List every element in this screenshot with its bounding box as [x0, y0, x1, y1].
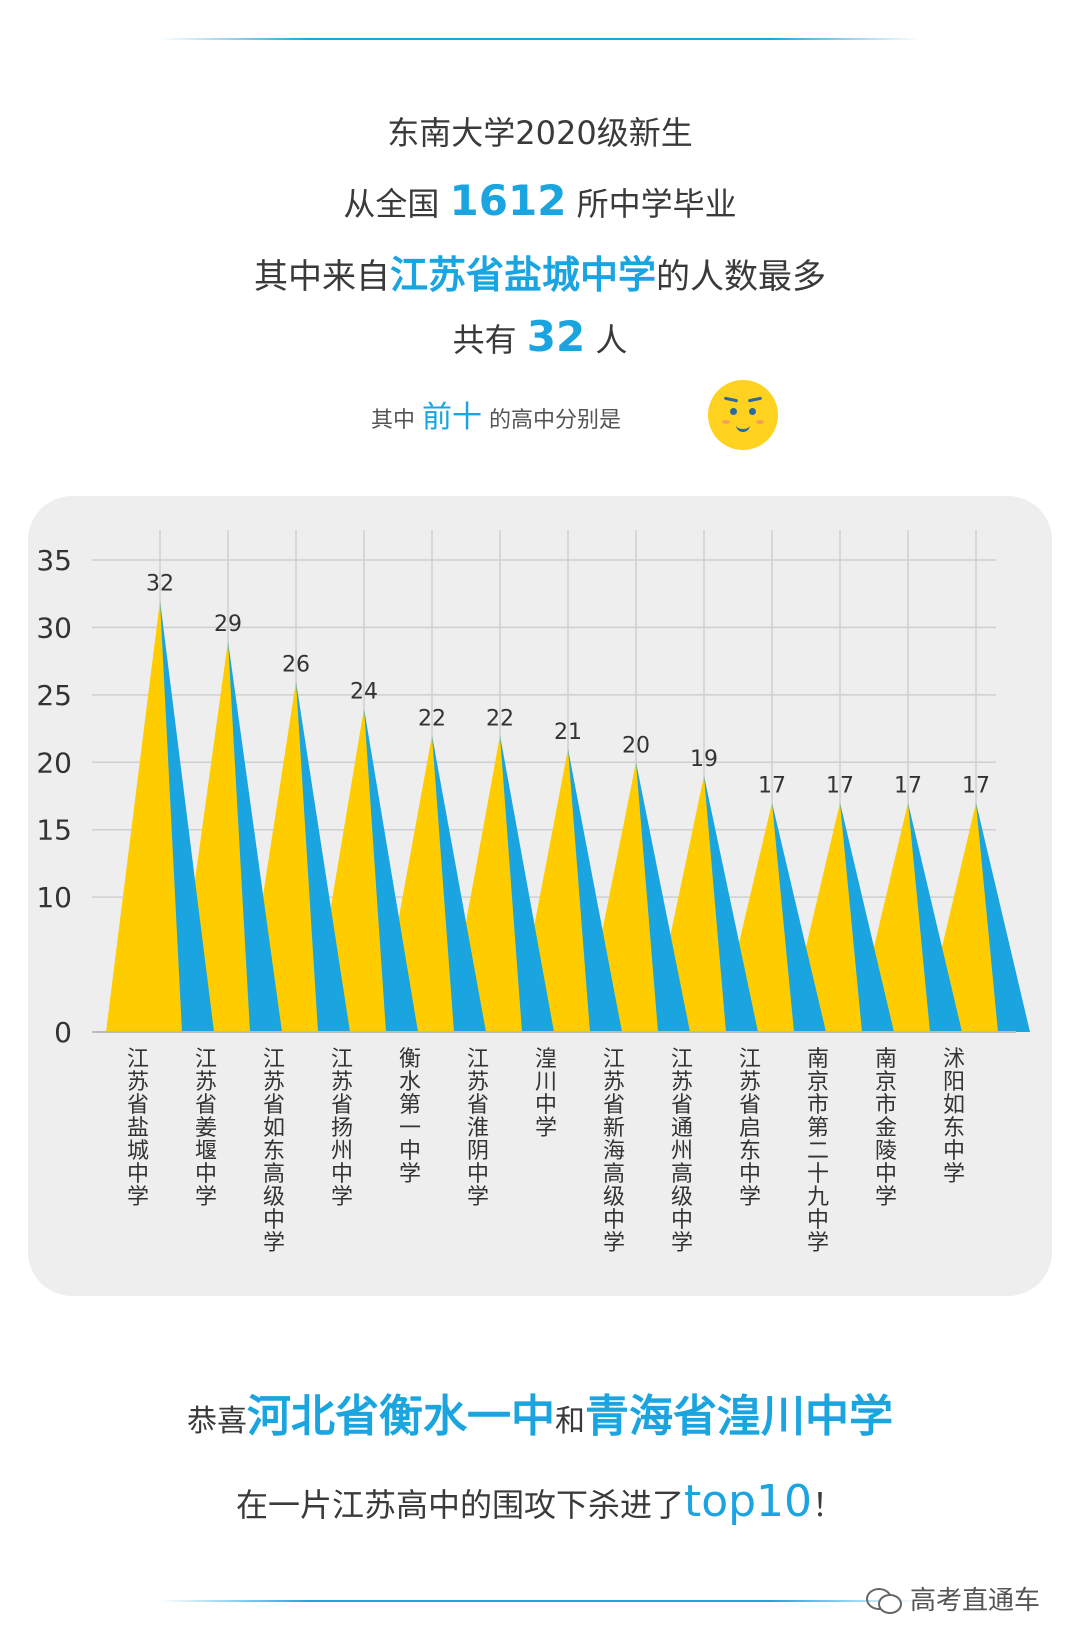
- x-tick-label: 江苏省如东高级中学: [263, 1047, 285, 1256]
- y-tick-label: 10: [36, 881, 72, 914]
- x-tick-label: 湟川中学: [535, 1047, 557, 1141]
- top-school-count: 32: [526, 312, 586, 361]
- watermark-text: 高考直通车: [909, 1586, 1040, 1616]
- value-label: 29: [214, 612, 242, 637]
- bar: [106, 600, 214, 1032]
- x-tick-label: 江苏省盐城中学: [127, 1047, 149, 1210]
- x-tick-label: 江苏省通州高级中学: [671, 1047, 693, 1256]
- congrats-line: 恭喜河北省衡水一中和青海省湟川中学: [0, 1380, 1080, 1444]
- x-tick-label: 南京市金陵中学: [875, 1047, 897, 1210]
- top10-highlight: top10: [683, 1476, 813, 1527]
- wechat-icon: [865, 1586, 902, 1614]
- bars: [106, 600, 1030, 1032]
- value-label: 22: [418, 706, 446, 731]
- watermark: 高考直通车: [865, 1580, 1040, 1617]
- value-label: 22: [486, 706, 514, 731]
- x-tick-label: 江苏省淮阴中学: [467, 1047, 489, 1210]
- smiley-face-icon: [708, 380, 778, 450]
- school-hengshui: 河北省衡水一中: [247, 1391, 555, 1442]
- top10-line: 在一片江苏高中的围攻下杀进了top10！: [0, 1476, 1080, 1527]
- x-tick-label: 南京市第二十九中学: [807, 1047, 829, 1256]
- value-label: 17: [826, 774, 854, 799]
- headline-4-pre: 共有: [452, 321, 527, 359]
- school-huangchuan: 青海省湟川中学: [585, 1391, 893, 1442]
- value-label: 17: [758, 774, 786, 799]
- headline-2-post: 所中学毕业: [566, 185, 737, 223]
- value-label: 26: [282, 652, 310, 677]
- x-tick-label: 沭阳如东中学: [943, 1047, 965, 1187]
- value-label: 17: [962, 774, 990, 799]
- headline-5-pre: 其中: [371, 408, 422, 433]
- headline-4-post: 人: [585, 321, 628, 359]
- headline-3-post: 的人数最多: [656, 257, 826, 297]
- y-tick-label: 0: [54, 1016, 72, 1049]
- value-label: 19: [690, 747, 718, 772]
- y-tick-label: 25: [36, 679, 72, 712]
- headline-1-text: 东南大学2020级新生: [387, 114, 693, 152]
- headline-5: 其中 前十 的高中分别是: [0, 392, 1036, 436]
- value-label: 20: [622, 733, 650, 758]
- congrats-mid: 和: [555, 1404, 585, 1439]
- y-tick-label: 30: [36, 611, 72, 644]
- x-tick-label: 江苏省新海高级中学: [603, 1047, 625, 1256]
- bar-chart: 0 10 15 20 25 30 35 32 29 26 24 22 22 21 20 19 17 17 17 17 江…: [36, 530, 1030, 1256]
- value-label: 24: [350, 679, 378, 704]
- top-school-name: 江苏省盐城中学: [389, 253, 656, 297]
- x-tick-label: 江苏省姜堰中学: [195, 1047, 217, 1210]
- headline-1: 东南大学2020级新生: [0, 108, 1080, 154]
- top-divider: [160, 38, 920, 40]
- value-label: 21: [554, 720, 582, 745]
- top-ten-label: 前十: [422, 400, 482, 435]
- headline-5-post: 的高中分别是: [482, 408, 621, 433]
- bar-face: [106, 600, 182, 1032]
- y-tick-label: 20: [36, 746, 72, 779]
- headline-2-pre: 从全国: [343, 185, 450, 223]
- y-tick-label: 15: [36, 814, 72, 847]
- value-label: 32: [146, 571, 174, 596]
- top10-pre: 在一片江苏高中的围攻下杀进了: [235, 1486, 684, 1524]
- headline-3: 其中来自江苏省盐城中学的人数最多: [0, 244, 1080, 299]
- headline-3-pre: 其中来自: [253, 257, 390, 297]
- congrats-pre: 恭喜: [187, 1404, 247, 1439]
- headline-4: 共有 32 人: [0, 312, 1080, 361]
- x-tick-label: 衡水第一中学: [399, 1047, 421, 1187]
- y-tick-label: 35: [36, 544, 72, 577]
- x-tick-label: 江苏省扬州中学: [331, 1047, 353, 1210]
- school-count: 1612: [449, 176, 567, 225]
- value-label: 17: [894, 774, 922, 799]
- headline-2: 从全国 1612 所中学毕业: [0, 176, 1080, 225]
- x-tick-label: 江苏省启东中学: [739, 1047, 761, 1210]
- top10-post: ！: [812, 1486, 845, 1524]
- bottom-divider: [160, 1600, 920, 1602]
- chart-panel: 0 10 15 20 25 30 35 32 29 26 24 22 22 21 20 19 17 17 17 17 江…: [28, 496, 1052, 1296]
